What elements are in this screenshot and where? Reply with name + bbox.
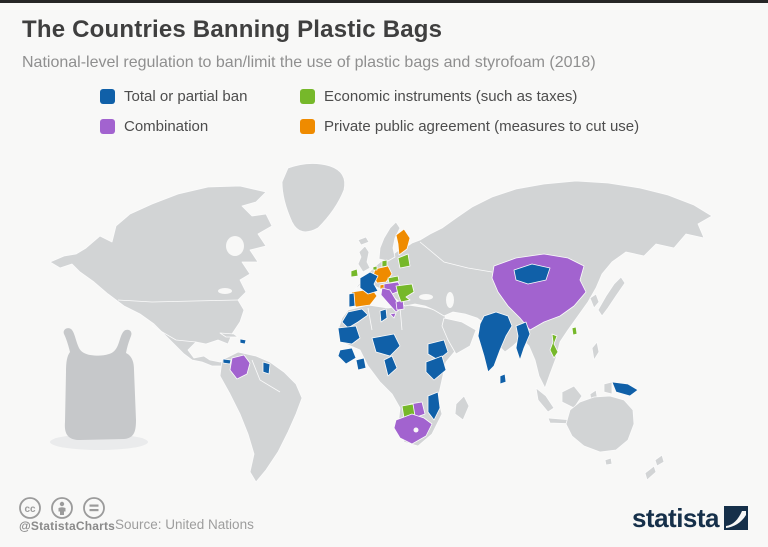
landmass-south-america — [219, 351, 303, 483]
country-denmark — [381, 259, 388, 268]
country-niger — [371, 333, 401, 357]
country-cote-divoire — [355, 357, 367, 371]
legend-swatch-economic — [300, 88, 315, 104]
landmass-madagascar — [454, 395, 470, 421]
country-panama — [222, 358, 232, 365]
country-ethiopia — [427, 339, 449, 361]
landmass-cuba — [219, 332, 239, 338]
plastic-bag-icon — [63, 328, 136, 440]
country-mauritania — [337, 325, 361, 345]
legend-item-economic: Economic instruments (such as taxes) — [300, 87, 639, 105]
country-taiwan — [571, 326, 578, 336]
landmass-korea — [589, 293, 600, 309]
country-morocco — [341, 308, 369, 329]
landmass-scandinavia — [378, 221, 401, 262]
country-baltics — [397, 253, 411, 269]
page-subtitle: National-level regulation to ban/limit t… — [22, 54, 596, 71]
country-netherlands — [372, 265, 378, 271]
country-myanmar-bangladesh — [515, 321, 531, 361]
statista-logo-mark — [724, 506, 748, 530]
landmass-borneo — [561, 385, 583, 409]
country-ireland — [350, 268, 359, 278]
border-russia-kazakhstan — [419, 241, 493, 273]
country-haiti — [239, 338, 247, 345]
legend-item-total-ban: Total or partial ban — [100, 87, 300, 105]
country-czechia-slovakia — [387, 275, 400, 284]
attribution-icon[interactable] — [51, 497, 73, 519]
country-tunisia — [379, 308, 388, 323]
landmass-britain — [357, 245, 371, 273]
country-sri-lanka — [499, 373, 507, 385]
caspian-sea — [446, 292, 454, 308]
landmass-greenland — [281, 163, 346, 233]
lesotho-cutout — [413, 427, 419, 433]
cc-icon[interactable]: cc — [19, 497, 41, 519]
country-colombia — [229, 354, 251, 380]
plastic-bag-illustration — [50, 328, 148, 450]
border-brazil — [251, 359, 281, 393]
landmass-sumatra — [535, 387, 555, 413]
country-malawi-mozambique — [427, 391, 441, 421]
country-senegal — [337, 347, 357, 365]
border-sahara — [367, 306, 403, 331]
black-sea — [419, 294, 433, 300]
statistacharts-credit[interactable]: @StatistaCharts — [19, 519, 116, 533]
landmass-philippines — [591, 341, 600, 361]
landmass-iceland — [357, 236, 370, 246]
legend-label-total-ban: Total or partial ban — [124, 87, 248, 105]
legend-swatch-combination — [100, 118, 115, 134]
source-text: Source: United Nations — [115, 517, 254, 532]
country-india — [477, 311, 513, 373]
landmass-west-papua — [603, 381, 613, 395]
legend-item-combination: Combination — [100, 117, 300, 135]
legend-swatch-total-ban — [100, 88, 115, 104]
colored-countries — [222, 228, 639, 445]
landmass-north-america — [49, 185, 273, 367]
country-cameroon — [383, 355, 398, 377]
svg-text:cc: cc — [24, 504, 36, 515]
country-hungary-romania-bulgaria — [395, 283, 415, 303]
statista-logotype: statista — [631, 503, 720, 533]
page-title: The Countries Banning Plastic Bags — [22, 16, 443, 43]
no-derivatives-icon[interactable] — [83, 497, 105, 519]
country-finland — [395, 228, 411, 256]
base-landmasses — [49, 163, 713, 483]
legend-label-agreement: Private public agreement (measures to cu… — [324, 117, 640, 135]
landmass-arabia — [441, 317, 477, 355]
legend: Total or partial ban Economic instrument… — [100, 87, 639, 135]
country-vietnam — [549, 333, 559, 359]
statista-logo[interactable]: statista — [631, 503, 748, 533]
country-portugal — [348, 292, 356, 308]
country-south-africa — [393, 413, 433, 445]
landmass-new-zealand-north — [654, 454, 665, 467]
top-accent-bar — [0, 0, 768, 3]
legend-swatch-agreement — [300, 118, 315, 134]
legend-label-economic: Economic instruments (such as taxes) — [324, 87, 578, 105]
country-papua-new-guinea — [611, 381, 639, 397]
legend-label-combination: Combination — [124, 117, 209, 135]
border-us-canada — [117, 299, 239, 303]
legend-item-agreement: Private public agreement (measures to cu… — [300, 117, 639, 135]
landmass-australia — [565, 395, 635, 453]
landmass-japan — [597, 276, 626, 317]
landmass-new-zealand-south — [644, 465, 657, 481]
country-mongolia — [513, 263, 551, 285]
landmass-tasmania — [604, 457, 613, 466]
country-kenya — [425, 355, 447, 381]
cc-license-icons[interactable]: cc — [18, 496, 108, 520]
country-france — [359, 271, 379, 295]
country-guyana — [262, 361, 271, 375]
border-us-mexico — [151, 325, 197, 343]
hudson-bay — [226, 236, 244, 256]
great-lakes — [218, 288, 232, 294]
